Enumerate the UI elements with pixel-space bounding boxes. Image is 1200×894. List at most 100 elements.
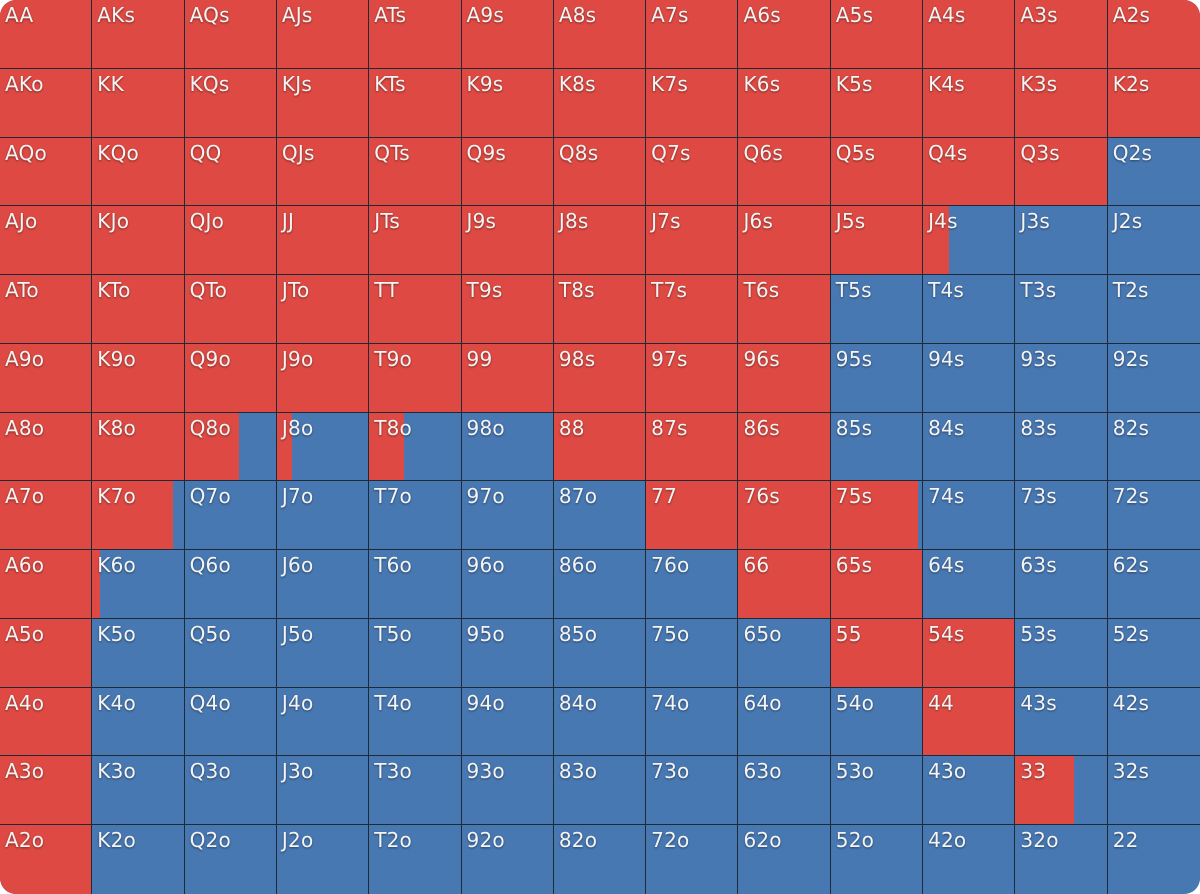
hand-cell-k9o[interactable]: K9o [92, 343, 185, 413]
hand-cell-kjs[interactable]: KJs [276, 68, 370, 138]
hand-cell-j8o[interactable]: J8o [276, 412, 370, 482]
hand-cell-88[interactable]: 88 [553, 412, 647, 482]
hand-cell-53o[interactable]: 53o [830, 756, 924, 826]
hand-cell-82s[interactable]: 82s [1107, 412, 1200, 482]
hand-cell-j5s[interactable]: J5s [830, 206, 924, 276]
hand-cell-t4s[interactable]: T4s [923, 275, 1016, 344]
hand-cell-j2s[interactable]: J2s [1107, 206, 1200, 276]
hand-cell-92s[interactable]: 92s [1107, 343, 1200, 413]
hand-cell-44[interactable]: 44 [923, 687, 1016, 757]
hand-cell-a4o[interactable]: A4o [0, 687, 93, 757]
hand-cell-t9s[interactable]: T9s [461, 275, 554, 344]
hand-cell-k7s[interactable]: K7s [646, 68, 739, 138]
hand-cell-52s[interactable]: 52s [1107, 618, 1200, 688]
hand-cell-k6o[interactable]: K6o [92, 550, 185, 619]
hand-cell-t8s[interactable]: T8s [553, 275, 647, 344]
hand-cell-a5o[interactable]: A5o [0, 618, 93, 688]
hand-cell-86s[interactable]: 86s [738, 412, 831, 482]
hand-cell-98s[interactable]: 98s [553, 343, 647, 413]
hand-cell-64o[interactable]: 64o [738, 687, 831, 757]
hand-cell-74o[interactable]: 74o [646, 687, 739, 757]
hand-cell-a2s[interactable]: A2s [1107, 0, 1200, 69]
hand-cell-32s[interactable]: 32s [1107, 756, 1200, 826]
hand-cell-a7s[interactable]: A7s [646, 0, 739, 69]
hand-cell-q9s[interactable]: Q9s [461, 137, 554, 207]
hand-cell-93o[interactable]: 93o [461, 756, 554, 826]
hand-cell-ajs[interactable]: AJs [276, 0, 370, 69]
hand-cell-qto[interactable]: QTo [184, 275, 277, 344]
hand-cell-k2s[interactable]: K2s [1107, 68, 1200, 138]
hand-cell-84s[interactable]: 84s [923, 412, 1016, 482]
hand-cell-t9o[interactable]: T9o [369, 343, 462, 413]
hand-cell-j6o[interactable]: J6o [276, 550, 370, 619]
hand-cell-75s[interactable]: 75s [830, 481, 924, 551]
hand-cell-kk[interactable]: KK [92, 68, 185, 138]
hand-cell-55[interactable]: 55 [830, 618, 924, 688]
hand-cell-76o[interactable]: 76o [646, 550, 739, 619]
hand-cell-j5o[interactable]: J5o [276, 618, 370, 688]
hand-cell-j3o[interactable]: J3o [276, 756, 370, 826]
hand-cell-q6o[interactable]: Q6o [184, 550, 277, 619]
hand-cell-87s[interactable]: 87s [646, 412, 739, 482]
hand-cell-65o[interactable]: 65o [738, 618, 831, 688]
hand-cell-73o[interactable]: 73o [646, 756, 739, 826]
hand-cell-32o[interactable]: 32o [1015, 825, 1108, 894]
hand-cell-q8o[interactable]: Q8o [184, 412, 277, 482]
hand-cell-q5s[interactable]: Q5s [830, 137, 924, 207]
hand-cell-q2o[interactable]: Q2o [184, 825, 277, 894]
hand-cell-a9s[interactable]: A9s [461, 0, 554, 69]
hand-cell-a6s[interactable]: A6s [738, 0, 831, 69]
hand-cell-k9s[interactable]: K9s [461, 68, 554, 138]
hand-cell-96o[interactable]: 96o [461, 550, 554, 619]
hand-cell-87o[interactable]: 87o [553, 481, 647, 551]
hand-cell-74s[interactable]: 74s [923, 481, 1016, 551]
hand-cell-t5o[interactable]: T5o [369, 618, 462, 688]
hand-cell-jto[interactable]: JTo [276, 275, 370, 344]
hand-cell-a8s[interactable]: A8s [553, 0, 647, 69]
hand-cell-a3o[interactable]: A3o [0, 756, 93, 826]
hand-cell-t5s[interactable]: T5s [830, 275, 924, 344]
hand-cell-62s[interactable]: 62s [1107, 550, 1200, 619]
hand-cell-a3s[interactable]: A3s [1015, 0, 1108, 69]
hand-cell-42s[interactable]: 42s [1107, 687, 1200, 757]
hand-cell-aa[interactable]: AA [0, 0, 93, 69]
hand-cell-65s[interactable]: 65s [830, 550, 924, 619]
hand-cell-j4o[interactable]: J4o [276, 687, 370, 757]
hand-cell-t8o[interactable]: T8o [369, 412, 462, 482]
hand-cell-kts[interactable]: KTs [369, 68, 462, 138]
hand-cell-q9o[interactable]: Q9o [184, 343, 277, 413]
hand-cell-85o[interactable]: 85o [553, 618, 647, 688]
hand-cell-q7s[interactable]: Q7s [646, 137, 739, 207]
hand-cell-t3o[interactable]: T3o [369, 756, 462, 826]
hand-cell-97o[interactable]: 97o [461, 481, 554, 551]
hand-cell-54o[interactable]: 54o [830, 687, 924, 757]
hand-cell-k4o[interactable]: K4o [92, 687, 185, 757]
hand-cell-ako[interactable]: AKo [0, 68, 93, 138]
hand-cell-95s[interactable]: 95s [830, 343, 924, 413]
hand-cell-64s[interactable]: 64s [923, 550, 1016, 619]
hand-cell-72o[interactable]: 72o [646, 825, 739, 894]
hand-cell-t7o[interactable]: T7o [369, 481, 462, 551]
hand-cell-77[interactable]: 77 [646, 481, 739, 551]
hand-cell-kqs[interactable]: KQs [184, 68, 277, 138]
hand-cell-qjo[interactable]: QJo [184, 206, 277, 276]
hand-cell-q5o[interactable]: Q5o [184, 618, 277, 688]
hand-cell-66[interactable]: 66 [738, 550, 831, 619]
hand-cell-82o[interactable]: 82o [553, 825, 647, 894]
hand-cell-86o[interactable]: 86o [553, 550, 647, 619]
hand-cell-k8s[interactable]: K8s [553, 68, 647, 138]
hand-cell-43o[interactable]: 43o [923, 756, 1016, 826]
hand-cell-j7s[interactable]: J7s [646, 206, 739, 276]
hand-cell-93s[interactable]: 93s [1015, 343, 1108, 413]
hand-cell-j3s[interactable]: J3s [1015, 206, 1108, 276]
hand-cell-72s[interactable]: 72s [1107, 481, 1200, 551]
hand-cell-t3s[interactable]: T3s [1015, 275, 1108, 344]
hand-cell-q7o[interactable]: Q7o [184, 481, 277, 551]
hand-cell-83s[interactable]: 83s [1015, 412, 1108, 482]
hand-cell-q4s[interactable]: Q4s [923, 137, 1016, 207]
hand-cell-k5o[interactable]: K5o [92, 618, 185, 688]
hand-cell-q4o[interactable]: Q4o [184, 687, 277, 757]
hand-cell-a4s[interactable]: A4s [923, 0, 1016, 69]
hand-cell-ats[interactable]: ATs [369, 0, 462, 69]
hand-cell-j2o[interactable]: J2o [276, 825, 370, 894]
